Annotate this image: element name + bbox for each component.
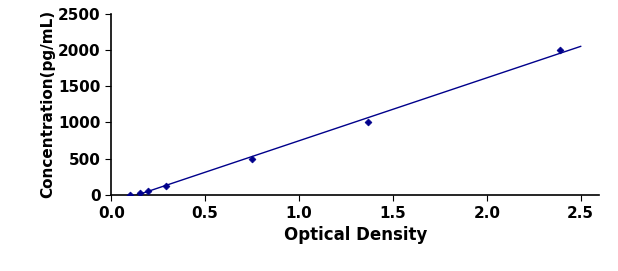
Y-axis label: Concentration(pg/mL): Concentration(pg/mL) xyxy=(40,10,56,198)
X-axis label: Optical Density: Optical Density xyxy=(284,226,427,244)
